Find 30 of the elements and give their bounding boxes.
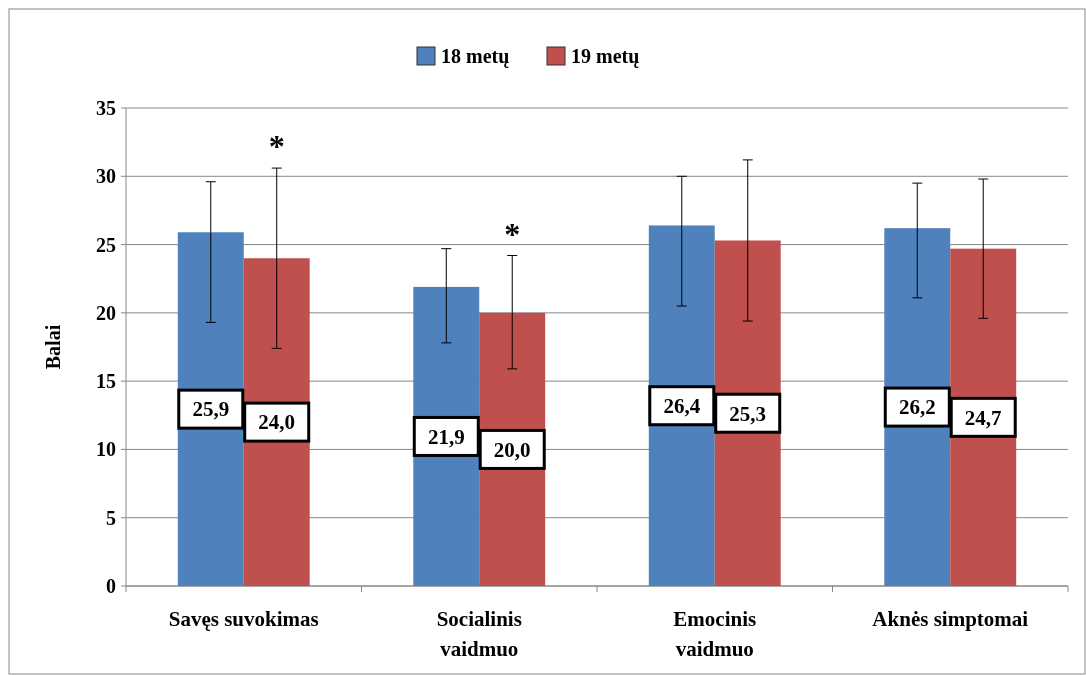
annotation: * <box>268 128 285 165</box>
data-label: 25,3 <box>729 401 767 426</box>
x-tick-label: Emocinis vaidmuo <box>673 607 757 661</box>
data-label: 25,9 <box>192 397 230 422</box>
x-tick-label: Savęs suvokimas <box>168 607 319 631</box>
bar <box>177 232 244 586</box>
y-tick-label: 30 <box>96 165 116 188</box>
data-label: 21,9 <box>427 424 465 449</box>
x-tick-label: Socialinis vaidmuo <box>436 607 522 661</box>
y-tick-label: 20 <box>96 301 116 324</box>
data-label: 20,0 <box>493 437 531 462</box>
annotation: * <box>504 215 521 252</box>
y-tick-label: 35 <box>96 97 116 119</box>
y-axis-title: Balai <box>42 324 64 370</box>
x-tick-label: Aknės simptomai <box>872 607 1029 631</box>
data-label: 24,0 <box>258 410 296 435</box>
bar <box>884 228 951 586</box>
legend-label: 18 metų <box>441 45 510 68</box>
data-label: 24,7 <box>964 405 1002 430</box>
y-tick-label: 0 <box>106 575 116 597</box>
data-label: 26,2 <box>898 395 936 420</box>
bar <box>950 248 1017 586</box>
y-tick-label: 25 <box>96 233 116 256</box>
bar <box>648 225 715 586</box>
y-tick-label: 10 <box>96 438 116 461</box>
y-tick-label: 15 <box>96 370 116 393</box>
bar <box>714 240 781 586</box>
y-tick-label: 5 <box>106 506 116 529</box>
data-label: 26,4 <box>663 394 701 419</box>
legend-label: 19 metų <box>571 45 640 68</box>
